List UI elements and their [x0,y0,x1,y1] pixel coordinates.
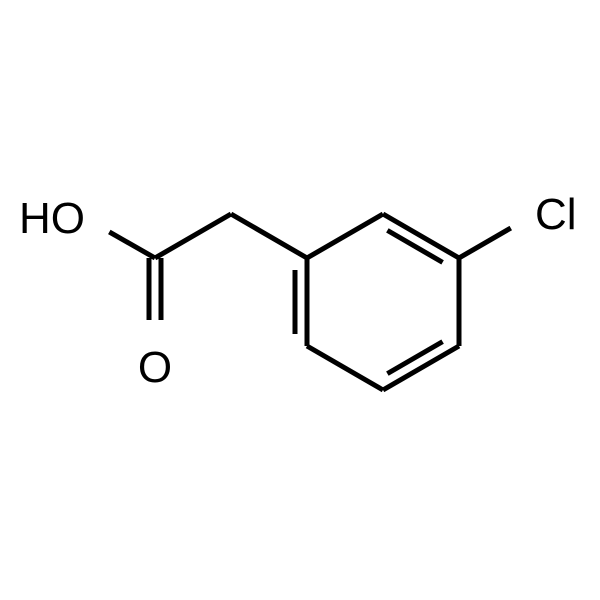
atom-label-cl: Cl [535,190,577,239]
atom-label-o: O [138,343,172,392]
bond [307,214,383,258]
bond [459,228,511,258]
bond [231,214,307,258]
bond [109,232,155,258]
molecule-diagram: HO O Cl [0,0,600,600]
atom-label-oh: HO [19,194,85,243]
bond [307,346,383,390]
bond [155,214,231,258]
